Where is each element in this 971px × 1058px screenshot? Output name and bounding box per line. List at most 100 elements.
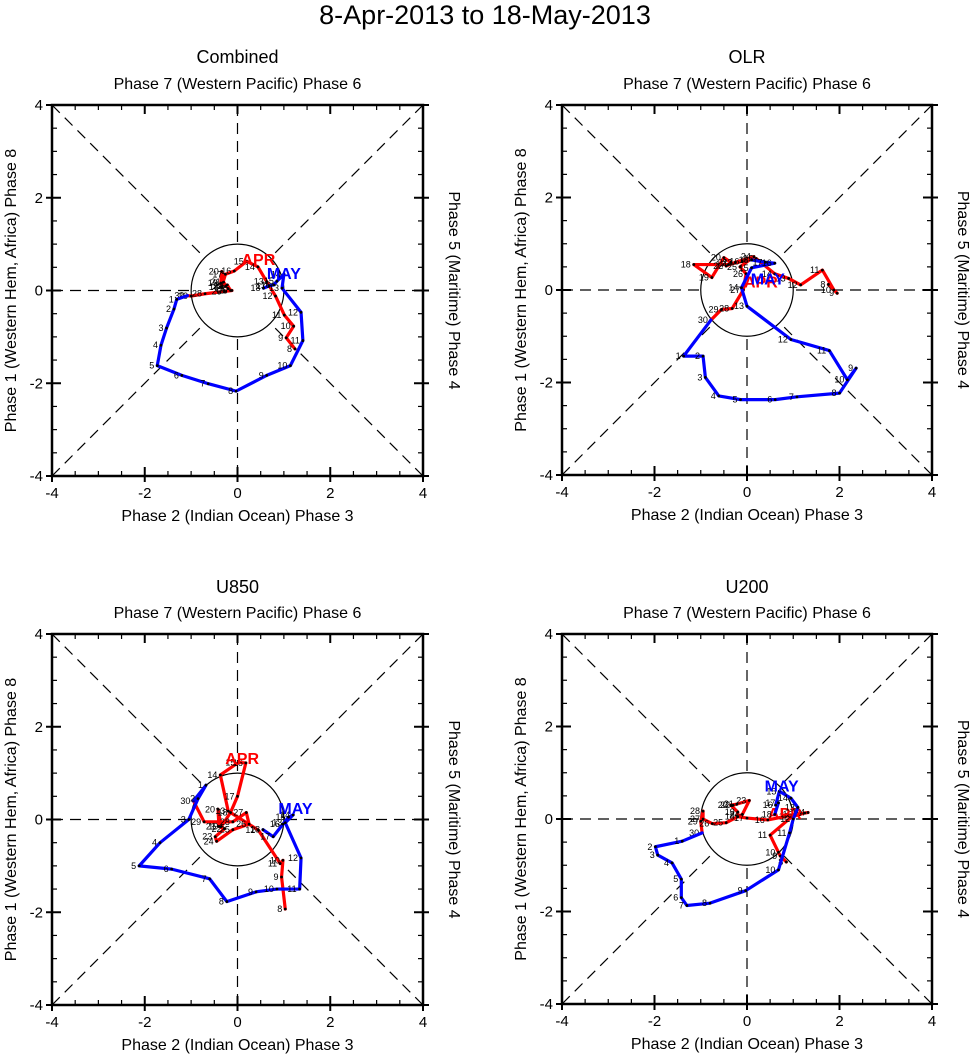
day-marker	[226, 287, 230, 291]
day-marker	[256, 828, 260, 832]
day-marker	[223, 827, 226, 831]
day-marker	[679, 896, 683, 900]
day-marker	[226, 809, 230, 813]
day-marker	[222, 280, 225, 284]
day-marker	[789, 796, 793, 800]
day-label: 12	[288, 853, 298, 863]
day-label: 21	[206, 821, 216, 831]
bottom-axis-label: Phase 2 (Indian Ocean) Phase 3	[121, 1037, 353, 1054]
day-marker	[291, 813, 295, 817]
day-label: 3	[697, 372, 702, 382]
day-label: 15	[275, 812, 285, 822]
day-marker	[280, 286, 284, 290]
day-marker	[262, 286, 265, 290]
day-label: 6	[673, 893, 678, 903]
right-axis-label: Phase 5 (Maritime) Phase 4	[445, 191, 462, 389]
day-label: 11	[287, 884, 296, 894]
day-label: 11	[272, 310, 281, 320]
day-marker	[293, 347, 297, 351]
y-tick-label: 0	[35, 812, 43, 829]
day-marker	[703, 376, 707, 379]
day-label: 29	[688, 816, 698, 826]
day-marker	[224, 272, 227, 276]
day-label: 21	[718, 257, 728, 267]
day-label: 11	[777, 828, 786, 838]
day-marker	[729, 803, 733, 807]
day-label: 15	[234, 256, 244, 266]
dashed-diagonal	[561, 104, 715, 258]
day-label: 16	[221, 266, 231, 276]
day-marker	[282, 272, 286, 276]
day-marker	[265, 280, 269, 284]
day-label: 1	[674, 836, 679, 846]
day-marker	[735, 802, 739, 806]
x-tick-label: 2	[835, 1013, 843, 1030]
day-marker	[820, 268, 824, 272]
x-tick-label: 4	[928, 484, 936, 501]
day-marker	[740, 286, 743, 290]
day-label: 26	[699, 819, 709, 829]
day-label: 12	[288, 307, 298, 317]
day-marker	[278, 862, 282, 865]
day-marker	[766, 818, 770, 822]
day-marker	[656, 853, 660, 857]
day-marker	[267, 284, 271, 288]
day-label: 7	[202, 874, 207, 884]
day-marker	[187, 818, 191, 821]
day-marker	[234, 389, 238, 393]
day-marker	[720, 308, 723, 311]
x-tick-label: -4	[45, 1014, 58, 1031]
day-label: 10	[277, 361, 287, 371]
day-marker	[777, 801, 780, 805]
day-label: 3	[181, 815, 186, 825]
day-label: 8	[277, 904, 282, 914]
x-tick-label: 2	[835, 484, 843, 501]
day-marker	[764, 260, 767, 264]
day-label: 23	[736, 796, 746, 806]
day-label: 14	[762, 269, 772, 279]
day-marker	[773, 398, 777, 402]
day-marker	[788, 831, 791, 835]
day-marker	[789, 338, 793, 341]
day-label: 13	[215, 806, 225, 816]
day-marker	[220, 285, 224, 289]
day-marker	[292, 324, 296, 328]
day-marker	[692, 263, 696, 266]
day-marker	[202, 820, 206, 824]
day-label: 8	[219, 897, 224, 907]
x-tick-label: 2	[326, 1014, 334, 1031]
day-marker	[827, 349, 831, 352]
y-tick-label: -4	[30, 468, 43, 485]
day-label: 4	[711, 391, 716, 401]
day-label: 10	[281, 321, 291, 331]
day-marker	[159, 343, 163, 347]
x-tick-label: 0	[233, 485, 241, 502]
day-marker	[730, 307, 734, 310]
day-label: 13	[734, 301, 744, 311]
x-tick-label: -2	[648, 1013, 661, 1030]
day-label: 11	[291, 336, 300, 346]
y-tick-label: -2	[30, 904, 43, 921]
day-label: 26	[236, 819, 246, 829]
day-label: 15	[225, 757, 235, 767]
x-tick-label: -2	[138, 1014, 151, 1031]
day-marker	[229, 811, 232, 814]
dashed-diagonal	[779, 851, 933, 1005]
day-marker	[670, 861, 674, 865]
day-label: 17	[260, 832, 270, 842]
day-marker	[265, 373, 269, 377]
dashed-diagonal	[779, 104, 933, 258]
day-label: 22	[720, 800, 730, 810]
day-label: 30	[698, 315, 708, 325]
day-marker	[777, 850, 780, 854]
day-label: 25	[220, 825, 230, 835]
day-label: 16	[755, 815, 765, 825]
day-label: 26	[211, 286, 221, 296]
day-marker	[777, 789, 781, 793]
day-marker	[806, 811, 810, 814]
day-label: 10	[765, 847, 775, 857]
